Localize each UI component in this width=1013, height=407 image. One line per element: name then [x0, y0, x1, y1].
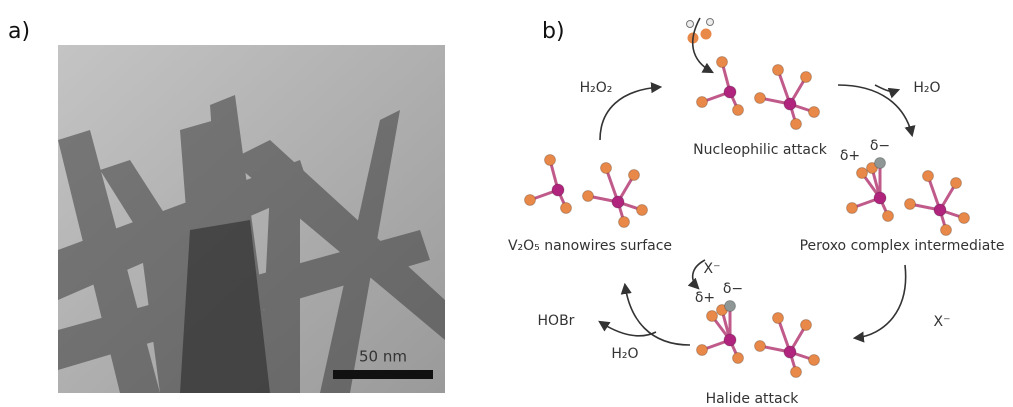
- atom: [959, 213, 970, 224]
- atom: [601, 163, 612, 174]
- state-label: Nucleophilic attack: [693, 142, 828, 158]
- atom: [717, 57, 728, 68]
- state-label: Peroxo complex intermediate: [800, 238, 1005, 254]
- atom: [724, 86, 736, 98]
- arrow: [693, 18, 712, 72]
- atom: [874, 192, 886, 204]
- species: H₂O: [611, 346, 638, 362]
- panel-label: a): [8, 19, 30, 44]
- atom: [951, 178, 962, 189]
- atom: [801, 72, 812, 83]
- atom: [725, 301, 736, 312]
- atom: [755, 93, 766, 104]
- species: X⁻: [934, 314, 951, 330]
- atom: [612, 196, 624, 208]
- atom: [784, 98, 796, 110]
- atom: [809, 355, 820, 366]
- state-label: V₂O₅ nanowires surface: [508, 238, 672, 254]
- atom: [773, 65, 784, 76]
- species: H₂O: [913, 80, 940, 96]
- atom: [791, 119, 802, 130]
- atom: [733, 105, 744, 116]
- atom: [701, 29, 712, 40]
- atom: [707, 19, 714, 26]
- atom: [619, 217, 630, 228]
- state-label: Halide attack: [706, 391, 800, 407]
- atom: [629, 170, 640, 181]
- arrow: [838, 85, 912, 135]
- atom: [784, 346, 796, 358]
- atom: [791, 367, 802, 378]
- arrow: [875, 85, 898, 91]
- atom: [883, 211, 894, 222]
- atom: [801, 320, 812, 331]
- atom: [809, 107, 820, 118]
- atom: [733, 353, 744, 364]
- atom: [847, 203, 858, 214]
- atom: [923, 171, 934, 182]
- atom: [875, 158, 886, 169]
- charge: δ−: [870, 138, 890, 154]
- figure: a) 50 nm b) Nucleophilic attack Peroxo c…: [0, 0, 1013, 407]
- atom: [934, 204, 946, 216]
- atom: [687, 21, 694, 28]
- atom: [525, 195, 536, 206]
- atom: [545, 155, 556, 166]
- atom: [707, 311, 718, 322]
- charge: δ−: [723, 281, 743, 297]
- atom: [773, 313, 784, 324]
- arrow: [855, 265, 906, 338]
- molecules: [525, 19, 970, 378]
- charge: δ+: [840, 148, 860, 164]
- species: X⁻: [704, 261, 721, 277]
- atom: [552, 184, 564, 196]
- arrow: [600, 322, 656, 336]
- panel-label: b): [542, 19, 565, 44]
- scale-bar-label: 50 nm: [359, 348, 407, 366]
- atom: [561, 203, 572, 214]
- atom: [905, 199, 916, 210]
- atom: [583, 191, 594, 202]
- atom: [941, 225, 952, 236]
- atom: [857, 168, 868, 179]
- charge: δ+: [695, 290, 715, 306]
- atom: [697, 345, 708, 356]
- atom: [697, 97, 708, 108]
- species: H₂O₂: [580, 80, 613, 96]
- tem-image: [58, 45, 445, 393]
- atom: [637, 205, 648, 216]
- species: HOBr: [538, 313, 575, 329]
- atom: [724, 334, 736, 346]
- atom: [755, 341, 766, 352]
